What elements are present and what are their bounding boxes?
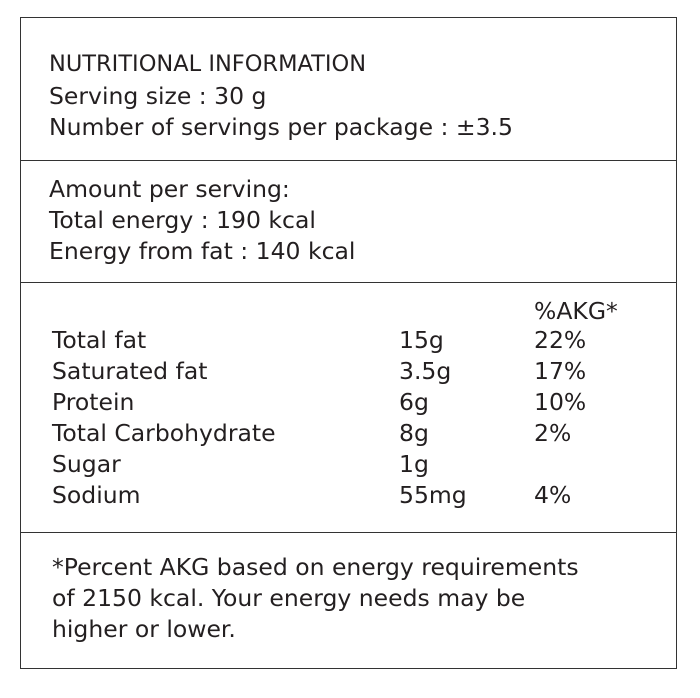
divider-header (21, 160, 676, 161)
akg-footnote: *Percent AKG based on energy requirement… (52, 552, 672, 645)
nutrition-facts-panel: NUTRITIONAL INFORMATION Serving size : 3… (20, 17, 677, 669)
nutrient-amount: 15g (399, 326, 444, 354)
nutrient-amount: 3.5g (399, 357, 452, 385)
nutrient-percent: 22% (534, 326, 587, 354)
energy-from-fat: Energy from fat : 140 kcal (49, 237, 356, 265)
nutrient-name: Sugar (52, 450, 121, 478)
footnote-line-2: of 2150 kcal. Your energy needs may be (52, 584, 526, 612)
nutrient-name: Saturated fat (52, 357, 208, 385)
nutrient-name: Sodium (52, 481, 141, 509)
percent-akg-header: %AKG* (534, 297, 618, 325)
amount-per-serving-label: Amount per serving: (49, 175, 290, 203)
serving-size: Serving size : 30 g (49, 82, 267, 110)
nutrient-percent: 10% (534, 388, 587, 416)
nutrient-name: Total Carbohydrate (52, 419, 276, 447)
total-energy: Total energy : 190 kcal (49, 206, 316, 234)
nutrient-amount: 1g (399, 450, 429, 478)
nutrient-name: Total fat (52, 326, 147, 354)
servings-per-package: Number of servings per package : ±3.5 (49, 113, 513, 141)
nutrient-name: Protein (52, 388, 135, 416)
footnote-line-3: higher or lower. (52, 615, 236, 643)
nutrient-percent: 2% (534, 419, 572, 447)
footnote-line-1: *Percent AKG based on energy requirement… (52, 553, 579, 581)
nutrient-amount: 6g (399, 388, 429, 416)
divider-energy (21, 282, 676, 283)
nutrient-percent: 4% (534, 481, 572, 509)
divider-nutrients (21, 532, 676, 533)
nutrient-percent: 17% (534, 357, 587, 385)
panel-title: NUTRITIONAL INFORMATION (49, 51, 367, 77)
nutrient-amount: 55mg (399, 481, 467, 509)
nutrient-amount: 8g (399, 419, 429, 447)
